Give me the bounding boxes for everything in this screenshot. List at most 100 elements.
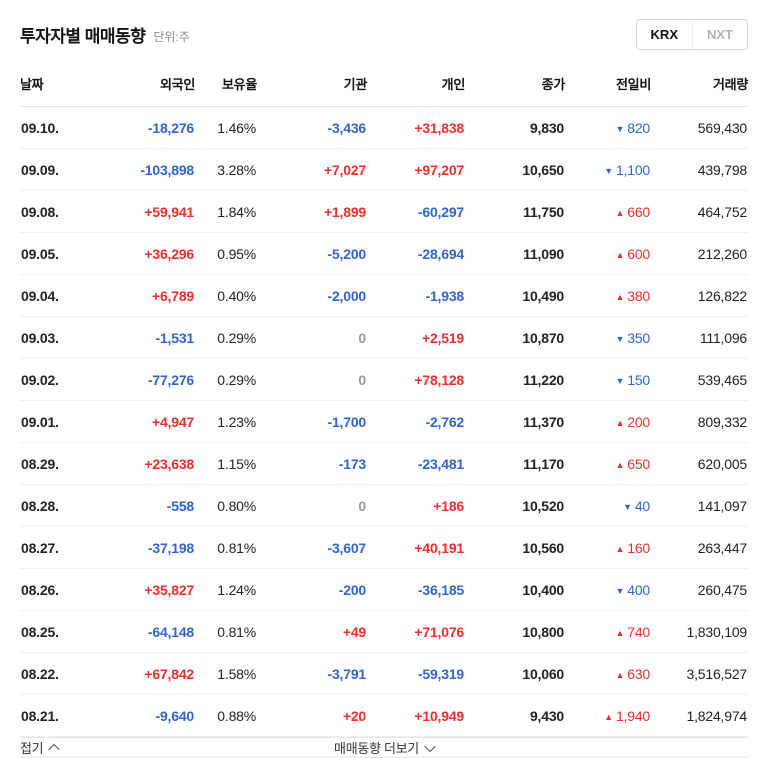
change-cell: ▲ 160	[565, 526, 651, 569]
institution-cell: -3,607	[257, 526, 367, 569]
volume-cell: 126,822	[651, 274, 748, 317]
volume-cell: 141,097	[651, 484, 748, 527]
down-arrow-icon: ▼	[615, 585, 625, 596]
individual-cell: +78,128	[367, 358, 465, 401]
foreign-cell: +4,947	[80, 400, 195, 443]
date-cell: 09.08.	[20, 190, 80, 233]
foreign-cell: -37,198	[80, 526, 195, 569]
change-cell: ▼ 350	[565, 316, 651, 359]
table-row: 09.04. +6,789 0.40% -2,000 -1,938 10,490 ▲ 380 1…	[20, 274, 748, 317]
tab-krx[interactable]: KRX	[636, 19, 692, 49]
ratio-cell: 0.29%	[195, 358, 257, 401]
volume-cell: 620,005	[651, 442, 748, 485]
ratio-cell: 1.23%	[195, 400, 257, 443]
tab-nxt[interactable]: NXT	[692, 19, 747, 49]
close-cell: 10,400	[465, 568, 565, 611]
ratio-cell: 1.15%	[195, 442, 257, 485]
table-row: 08.26. +35,827 1.24% -200 -36,185 10,400 ▼ 400 2…	[20, 568, 748, 611]
individual-cell: -36,185	[367, 568, 465, 611]
foreign-cell: +23,638	[80, 442, 195, 485]
change-cell: ▼ 150	[565, 358, 651, 401]
volume-cell: 212,260	[651, 232, 748, 275]
date-cell: 08.25.	[20, 610, 80, 653]
volume-cell: 111,096	[651, 316, 748, 359]
col-volume: 거래량	[651, 63, 748, 107]
volume-cell: 439,798	[651, 148, 748, 191]
close-cell: 10,060	[465, 652, 565, 695]
change-cell: ▼ 400	[565, 568, 651, 611]
foreign-cell: +35,827	[80, 568, 195, 611]
institution-cell: -2,000	[257, 274, 367, 317]
table-row: 09.01. +4,947 1.23% -1,700 -2,762 11,370 ▲ 200 8…	[20, 400, 748, 443]
individual-cell: +97,207	[367, 148, 465, 191]
date-cell: 08.29.	[20, 442, 80, 485]
close-cell: 10,650	[465, 148, 565, 191]
up-arrow-icon: ▲	[615, 249, 625, 260]
close-cell: 11,220	[465, 358, 565, 401]
date-cell: 08.26.	[20, 568, 80, 611]
date-cell: 09.02.	[20, 358, 80, 401]
volume-cell: 464,752	[651, 190, 748, 233]
volume-cell: 569,430	[651, 106, 748, 149]
col-individual: 개인	[367, 63, 465, 107]
institution-cell: -5,200	[257, 232, 367, 275]
up-arrow-icon: ▲	[615, 417, 625, 428]
ratio-cell: 1.24%	[195, 568, 257, 611]
down-arrow-icon: ▼	[615, 333, 625, 344]
individual-cell: +31,838	[367, 106, 465, 149]
ratio-cell: 0.81%	[195, 526, 257, 569]
institution-cell: -200	[257, 568, 367, 611]
more-button[interactable]: 매매동향 더보기	[334, 738, 436, 757]
foreign-cell: -77,276	[80, 358, 195, 401]
foreign-cell: -1,531	[80, 316, 195, 359]
foreign-cell: -103,898	[80, 148, 195, 191]
volume-cell: 3,516,527	[651, 652, 748, 695]
close-cell: 9,830	[465, 106, 565, 149]
individual-cell: +71,076	[367, 610, 465, 653]
individual-cell: +186	[367, 484, 465, 527]
ratio-cell: 1.84%	[195, 190, 257, 233]
table-row: 08.29. +23,638 1.15% -173 -23,481 11,170 ▲ 650 6…	[20, 442, 748, 485]
col-date: 날짜	[20, 63, 80, 107]
institution-cell: 0	[257, 316, 367, 359]
ratio-cell: 3.28%	[195, 148, 257, 191]
ratio-cell: 0.80%	[195, 484, 257, 527]
close-cell: 9,430	[465, 694, 565, 737]
foreign-cell: +36,296	[80, 232, 195, 275]
chevron-down-icon	[424, 740, 436, 752]
market-toggle: KRX NXT	[635, 18, 748, 50]
volume-cell: 1,824,974	[651, 694, 748, 737]
col-institution: 기관	[257, 63, 367, 107]
panel-header: 투자자별 매매동향 단위:주 KRX NXT	[20, 0, 748, 55]
ratio-cell: 1.58%	[195, 652, 257, 695]
date-cell: 09.05.	[20, 232, 80, 275]
down-arrow-icon: ▼	[623, 501, 632, 512]
ratio-cell: 1.46%	[195, 106, 257, 149]
volume-cell: 809,332	[651, 400, 748, 443]
volume-cell: 263,447	[651, 526, 748, 569]
change-cell: ▲ 1,940	[565, 694, 651, 737]
collapse-button[interactable]: 접기	[20, 738, 60, 757]
change-cell: ▼ 1,100	[565, 148, 651, 191]
table-row: 09.02. -77,276 0.29% 0 +78,128 11,220 ▼ 150 539,…	[20, 358, 748, 401]
table-row: 09.08. +59,941 1.84% +1,899 -60,297 11,750 ▲ 66…	[20, 190, 748, 233]
table-row: 09.03. -1,531 0.29% 0 +2,519 10,870 ▼ 350 111,09…	[20, 316, 748, 359]
table-row: 09.09. -103,898 3.28% +7,027 +97,207 10,650 ▼ 1…	[20, 148, 748, 191]
change-cell: ▲ 200	[565, 400, 651, 443]
table-body: 09.10. -18,276 1.46% -3,436 +31,838 9,830 ▼ 820…	[20, 106, 748, 737]
change-cell: ▲ 630	[565, 652, 651, 695]
individual-cell: +2,519	[367, 316, 465, 359]
up-arrow-icon: ▲	[615, 459, 625, 470]
down-arrow-icon: ▼	[615, 375, 625, 386]
individual-cell: -59,319	[367, 652, 465, 695]
investor-trading-table: 날짜 외국인 보유율 기관 개인 종가 전일비 거래량 09.10. -18,27…	[20, 63, 748, 737]
volume-cell: 539,465	[651, 358, 748, 401]
table-row: 09.05. +36,296 0.95% -5,200 -28,694 11,090 ▲ 60…	[20, 232, 748, 275]
close-cell: 10,520	[465, 484, 565, 527]
close-cell: 10,870	[465, 316, 565, 359]
date-cell: 09.09.	[20, 148, 80, 191]
volume-cell: 1,830,109	[651, 610, 748, 653]
institution-cell: -173	[257, 442, 367, 485]
date-cell: 08.22.	[20, 652, 80, 695]
